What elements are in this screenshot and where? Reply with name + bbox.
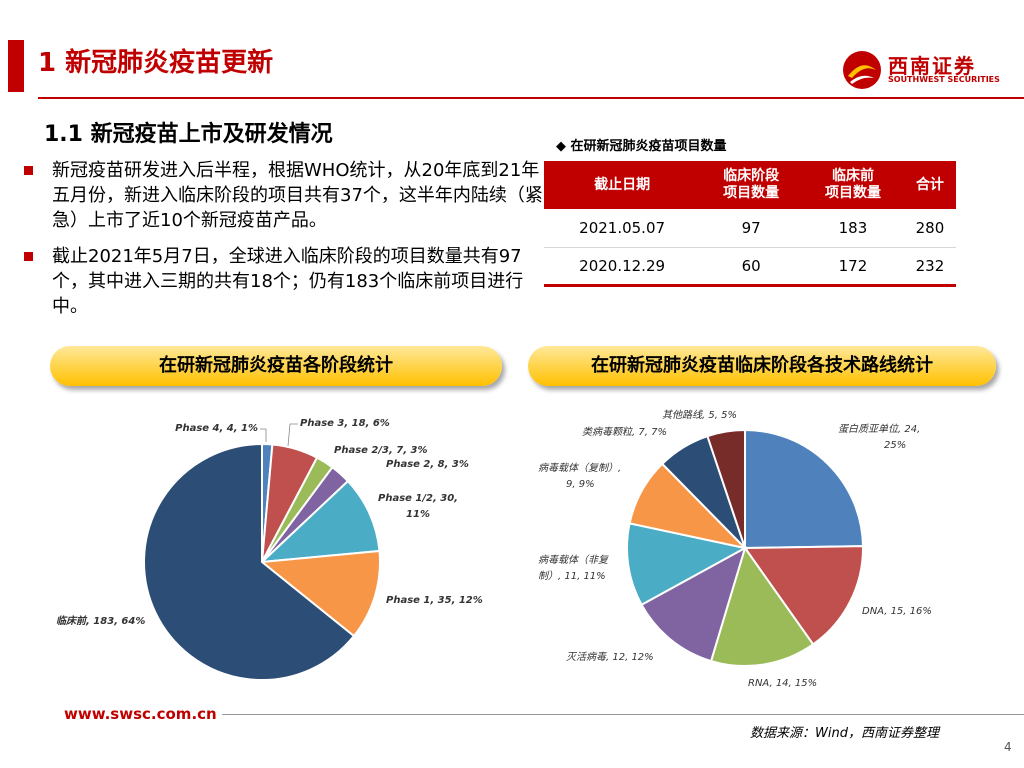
pie-label-7: 其他路线, 5, 5% [662,409,737,421]
table-cell: 232 [903,247,956,287]
pie-label-2: Phase 2/3, 7, 3% [334,445,427,456]
table-cell: 172 [802,247,904,287]
bullet-item: 新冠疫苗研发进入后半程，根据WHO统计，从20年底到21年五月份，新进入临床阶段… [24,158,544,238]
table-cell: 2020.12.29 [544,247,701,287]
pie-label-6: 类病毒颗粒, 7, 7% [582,426,667,438]
logo-swoosh-white-icon [850,75,874,84]
data-source-note: 数据来源：Wind，西南证券整理 [750,726,939,741]
bullet-square-icon [24,252,33,261]
pie-label-3: Phase 2, 8, 3% [386,459,469,470]
table-cell: 97 [700,209,803,248]
pie-label-4: 11% [406,509,430,520]
chart-title-banner-stages: 在研新冠肺炎疫苗各阶段统计 [50,346,502,386]
col-header-total: 合计 [903,161,956,209]
pie-slice-4 [626,522,748,607]
logo-circle-icon [843,51,881,89]
pie-label-4: 病毒载体（非复 [538,554,609,566]
table-cell: 183 [802,209,904,248]
pie-slice-5 [259,549,381,638]
pie-label-4: Phase 1/2, 30, [378,493,458,504]
table-cell: 60 [700,247,803,287]
footer-url[interactable]: www.swsc.com.cn [64,705,217,723]
page-number: 4 [1004,740,1012,754]
table-header-row: 截止日期 临床阶段 项目数量 临床前 项目数量 合计 [544,161,956,209]
pie-label-1: DNA, 15, 16% [862,606,932,617]
pie-label-5: 病毒载体（复制）, [538,462,621,474]
pie-label-3: 灭活病毒, 12, 12% [566,651,654,663]
pie-slice-0 [744,428,865,550]
vaccine-project-table: 截止日期 临床阶段 项目数量 临床前 项目数量 合计 2021.05.07 97… [544,161,956,287]
section-subtitle: 1.1 新冠疫苗上市及研发情况 [44,122,333,147]
pie-label-4: 制）, 11, 11% [538,570,606,582]
pie-label-0: 蛋白质亚单位, 24, [838,423,920,435]
table-row: 2020.12.29 60 172 232 [544,247,956,287]
pie-label-6: 临床前, 183, 64% [56,615,145,627]
pie-charts: Phase 4, 4, 1% Phase 3, 18, 6% Phase 2/3, … [56,409,932,689]
table-row: 2021.05.07 97 183 280 [544,209,956,248]
pie-chart-routes: 蛋白质亚单位, 24, 25% DNA, 15, 16% RNA, 14, 15% 灭活… [538,409,932,689]
bullet-text: 新冠疫苗研发进入后半程，根据WHO统计，从20年底到21年五月份，新进入临床阶段… [52,160,543,231]
pie-label-0: 25% [884,440,906,451]
table-cell: 2021.05.07 [544,209,701,248]
pie-slice-4 [259,479,381,564]
footer-divider [222,714,1024,715]
pie-label-2: RNA, 14, 15% [748,678,817,689]
logo-swoosh-icon [848,65,876,78]
bullet-square-icon [24,166,33,175]
company-logo [843,51,881,89]
pie-chart-stages: Phase 4, 4, 1% Phase 3, 18, 6% Phase 2/3, … [56,418,483,681]
table-title: ◆ 在研新冠肺炎疫苗项目数量 [556,139,727,154]
col-header-date: 截止日期 [544,161,701,209]
logo-company-name: 西南证券 [888,54,976,78]
page-title: 1 新冠肺炎疫苗更新 [38,48,274,78]
bullet-item: 截止2021年5月7日，全球进入临床阶段的项目数量共有97个，其中进入三期的共有… [24,244,544,324]
chart-title-banner-routes: 在研新冠肺炎疫苗临床阶段各技术路线统计 [528,346,996,386]
pie-slice-7 [706,428,746,549]
pie-slice-1 [743,545,864,646]
pie-slice-6 [143,442,356,681]
title-divider [38,97,1024,99]
pie-slice-3 [640,545,747,663]
pie-label-5: 9, 9% [566,479,595,490]
pie-leader-line-1 [287,423,298,447]
col-header-preclinical: 临床前 项目数量 [802,161,904,209]
pie-label-5: Phase 1, 35, 12% [386,595,483,606]
logo-company-subname: SOUTHWEST SECURITIES [888,75,1000,84]
table-cell: 280 [903,209,956,248]
col-header-clinical: 临床阶段 项目数量 [700,161,803,209]
pie-label-0: Phase 4, 4, 1% [175,423,258,434]
bullet-text: 截止2021年5月7日，全球进入临床阶段的项目数量共有97个，其中进入三期的共有… [52,246,524,317]
pie-leader-line-0 [260,428,267,442]
title-accent-bar [8,40,24,92]
pie-label-1: Phase 3, 18, 6% [300,418,390,429]
